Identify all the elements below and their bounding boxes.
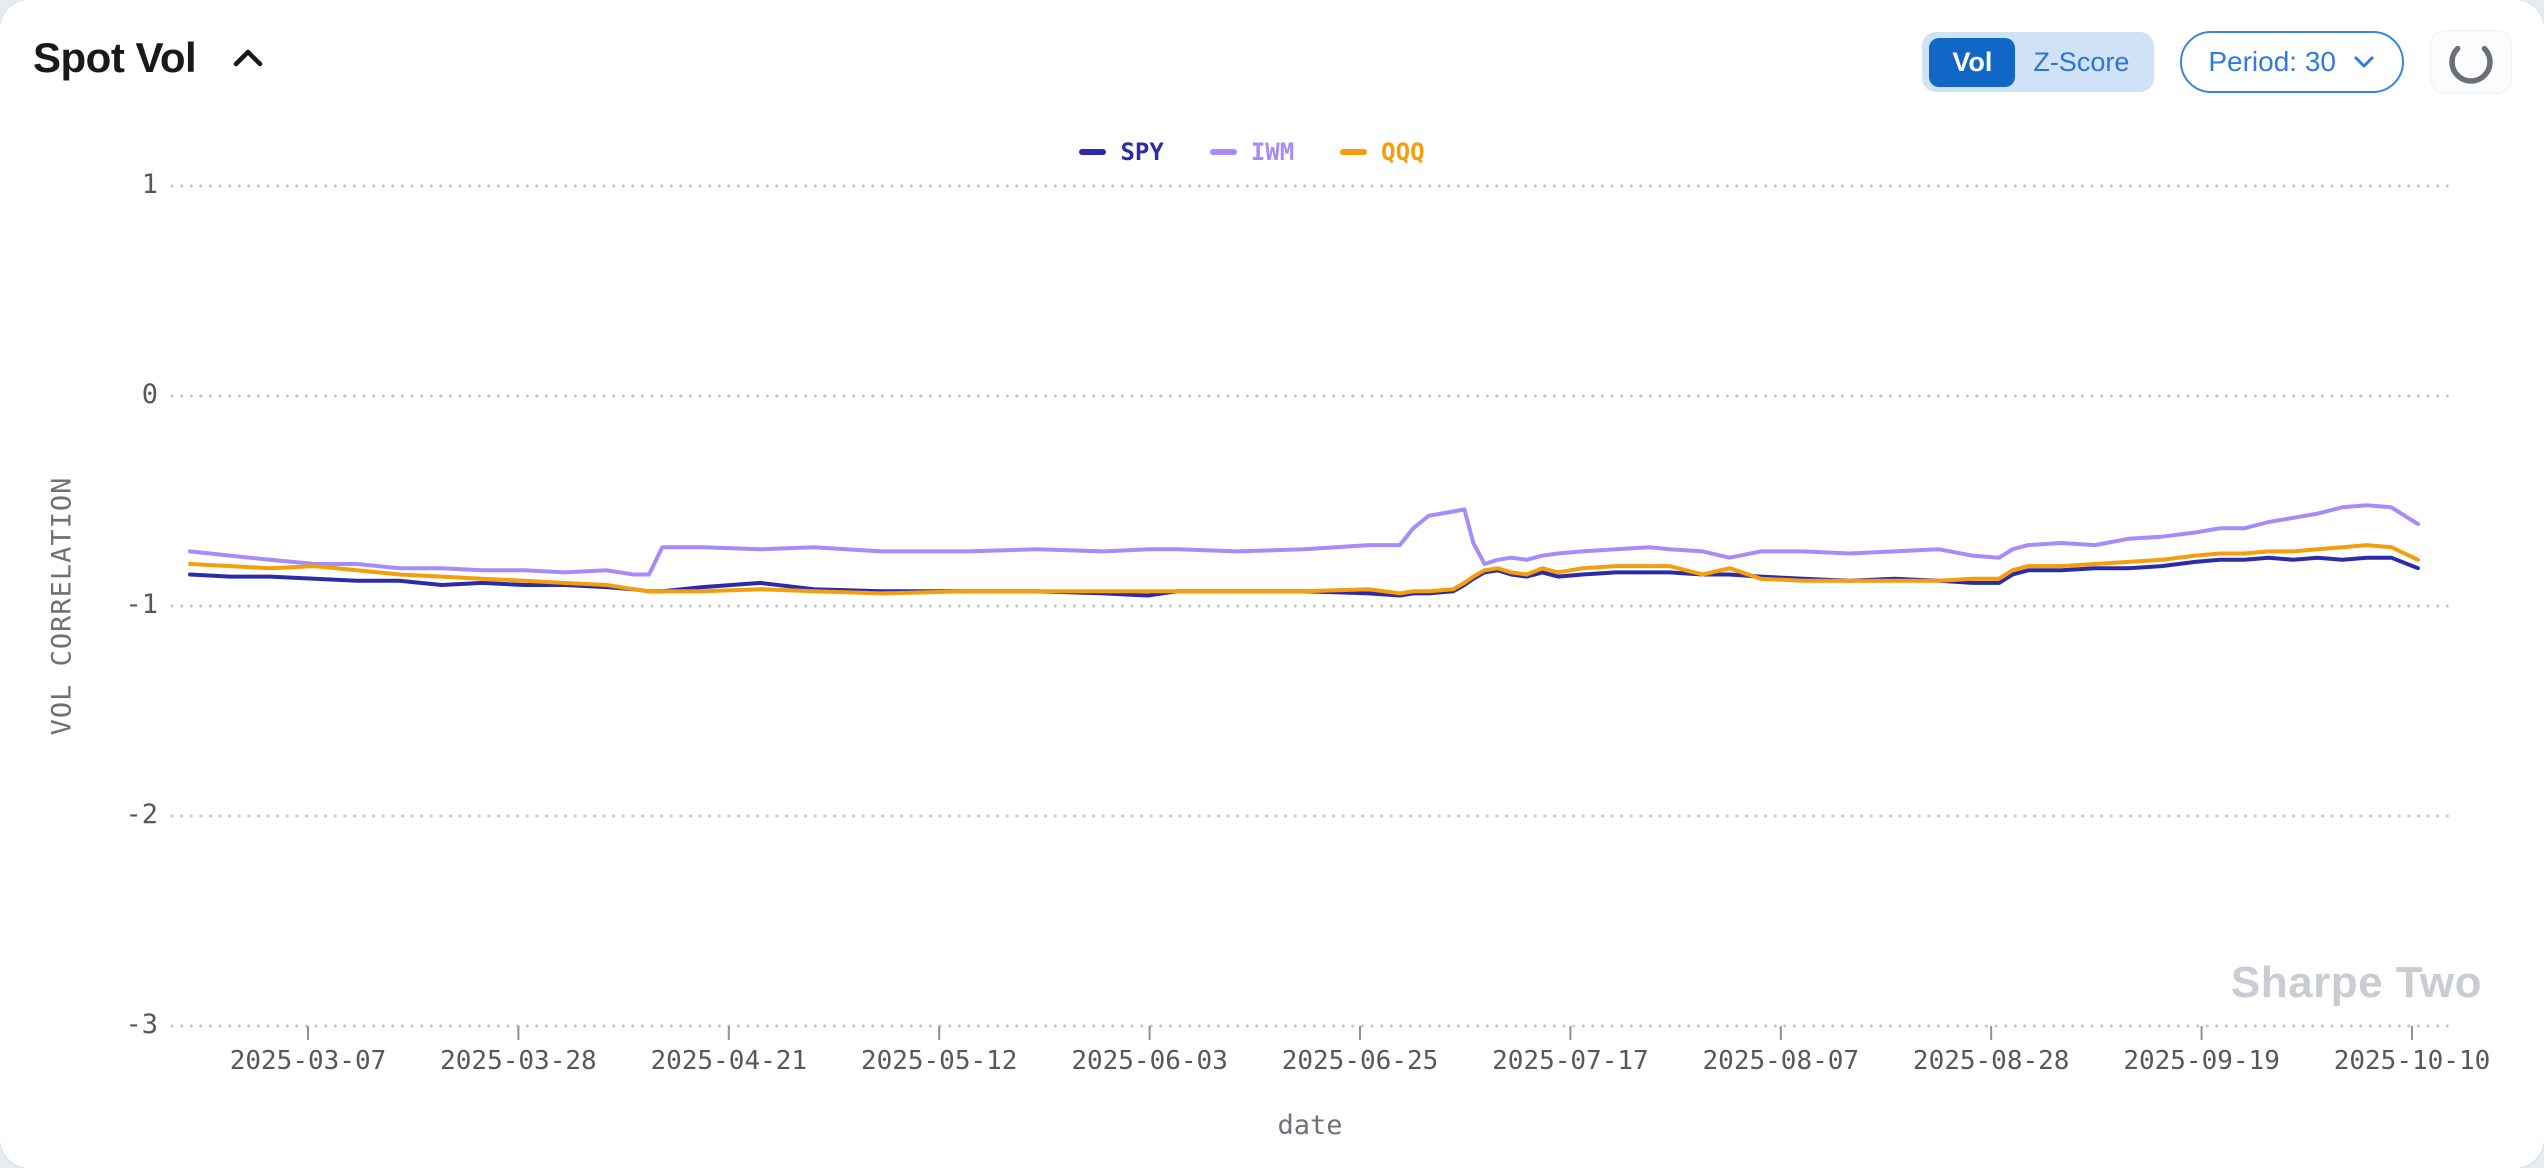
x-axis-label: date: [1277, 1110, 1343, 1141]
legend-swatch-iwm: [1209, 149, 1237, 155]
header-controls: Vol Z-Score Period: 30: [1922, 30, 2512, 94]
y-tick-label: 1: [141, 169, 158, 200]
legend-swatch-spy: [1079, 149, 1107, 155]
legend-label-spy: SPY: [1120, 138, 1164, 166]
y-tick-label: 0: [141, 379, 158, 410]
x-tick-label: 2025-03-07: [229, 1046, 387, 1076]
watermark: Sharpe Two: [2230, 958, 2482, 1007]
x-tick-label: 2025-06-03: [1071, 1046, 1228, 1076]
x-tick-label: 2025-07-17: [1492, 1046, 1649, 1076]
y-tick-label: -3: [125, 1009, 158, 1040]
legend-label-iwm: IWM: [1250, 138, 1295, 166]
toggle-option-vol[interactable]: Vol: [1929, 37, 2016, 87]
x-tick-label: 2025-06-25: [1281, 1046, 1439, 1076]
period-dropdown[interactable]: Period: 30: [2180, 31, 2404, 93]
x-tick-label: 2025-08-28: [1912, 1046, 2070, 1076]
toggle-option-zscore[interactable]: Z-Score: [2033, 46, 2130, 77]
chevron-down-icon: [2354, 56, 2374, 68]
x-tick-label: 2025-03-28: [440, 1046, 597, 1076]
legend-swatch-qqq: [1340, 149, 1368, 155]
period-dropdown-label: Period: 30: [2208, 46, 2336, 77]
card-header: Spot Vol: [33, 34, 272, 82]
series-line-qqq: [188, 543, 2420, 596]
x-tick-label: 2025-08-07: [1702, 1046, 1860, 1076]
x-tick-label: 2025-04-21: [650, 1046, 808, 1076]
legend: SPY IWM QQQ: [0, 138, 2504, 166]
y-tick-label: -1: [125, 589, 158, 620]
x-tick-label: 2025-05-12: [860, 1046, 1018, 1076]
y-tick-label: -2: [125, 799, 158, 830]
series-line-iwm: [188, 503, 2420, 577]
y-axis-label: VOL CORRELATION: [46, 476, 78, 736]
collapse-button[interactable]: [224, 40, 272, 76]
spinner-icon: [2449, 40, 2493, 84]
legend-item-iwm[interactable]: IWM: [1209, 138, 1295, 166]
legend-item-qqq[interactable]: QQQ: [1340, 138, 1425, 166]
loading-refresh-button[interactable]: [2430, 30, 2512, 94]
x-tick-label: 2025-10-10: [2333, 1046, 2491, 1076]
legend-label-qqq: QQQ: [1381, 138, 1425, 166]
page-title: Spot Vol: [33, 34, 197, 81]
chevron-up-icon: [233, 49, 263, 67]
x-tick-label: 2025-09-19: [2123, 1046, 2280, 1076]
legend-item-spy[interactable]: SPY: [1079, 138, 1164, 166]
vol-zscore-toggle: Vol Z-Score: [1922, 32, 2155, 92]
